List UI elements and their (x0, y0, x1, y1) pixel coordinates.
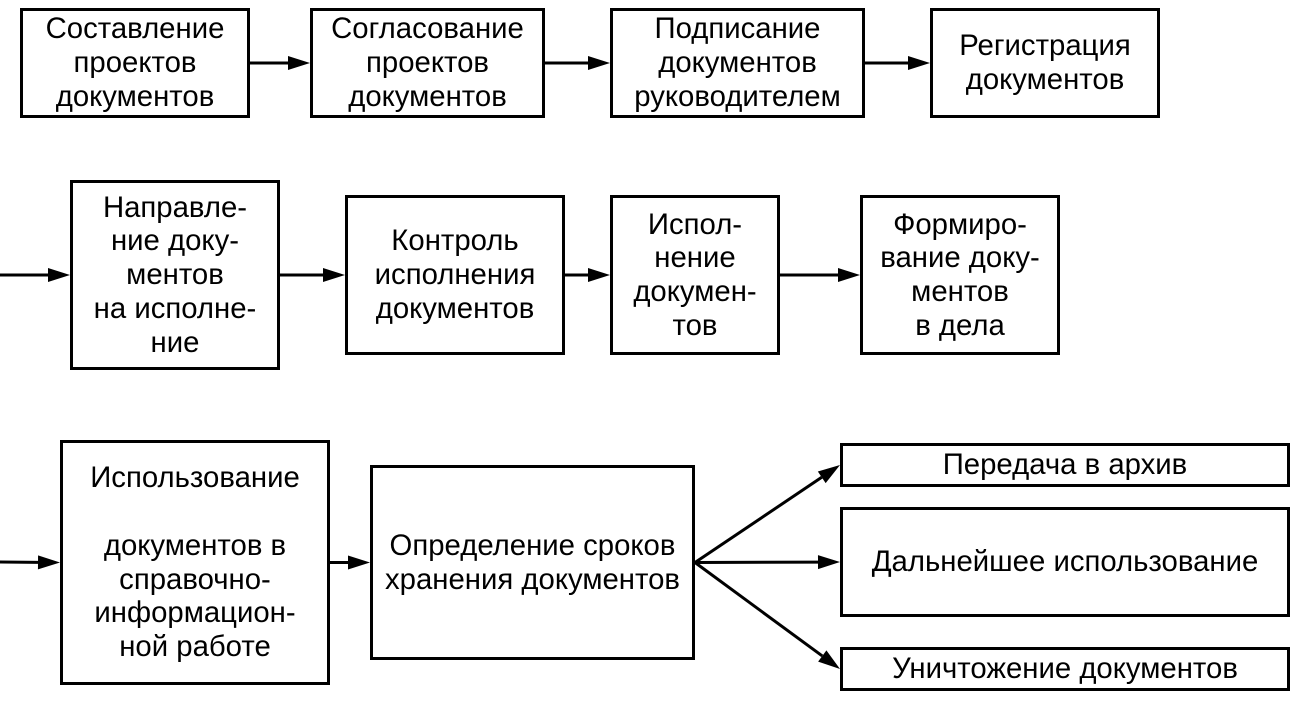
flowchart-node-n11: Передача в архив (840, 443, 1290, 487)
flowchart-node-n6: Контроль исполнения документов (345, 195, 565, 355)
flowchart-node-n12: Дальнейшее использование (840, 507, 1290, 617)
flowchart-node-n7: Испол- нение докумен- тов (610, 195, 780, 355)
flowchart-node-n2: Согласование проектов документов (310, 8, 545, 118)
flowchart-node-n10: Определение сроков хранения документов (370, 465, 695, 660)
flowchart-node-n5: Направле- ние доку- ментов на исполне- н… (70, 180, 280, 370)
flowchart-node-n8: Формиро- вание доку- ментов в дела (860, 195, 1060, 355)
flowchart-node-n1: Составление проектов документов (20, 8, 250, 118)
flowchart-node-n9: Использование документов в справочно- ин… (60, 440, 330, 685)
flowchart-stage: Составление проектов документов Согласова… (0, 0, 1310, 710)
flowchart-node-n4: Регистрация документов (930, 8, 1160, 118)
flowchart-node-n3: Подписание документов руководителем (610, 8, 865, 118)
flowchart-node-n13: Уничтожение документов (840, 647, 1290, 691)
